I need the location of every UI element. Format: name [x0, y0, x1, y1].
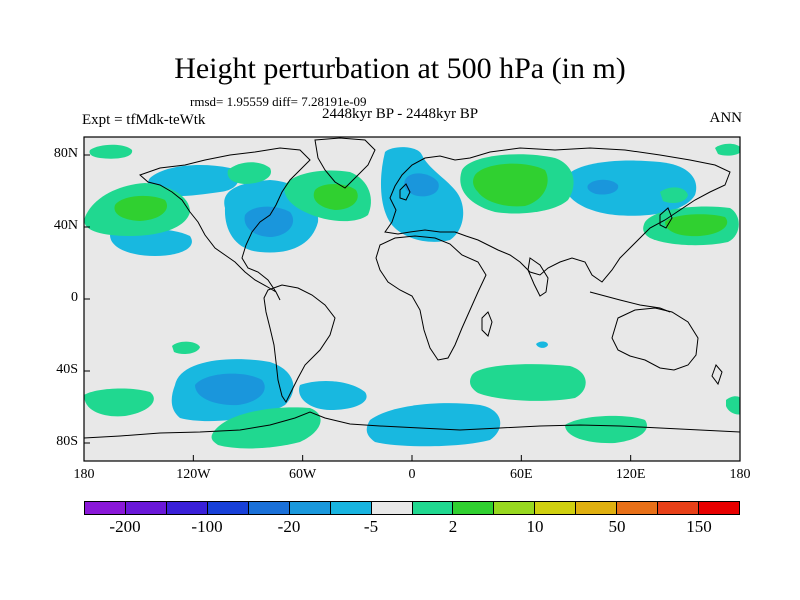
colorbar-label: 10	[526, 517, 544, 536]
anomaly-s-atlantic-pos	[172, 341, 200, 355]
strong-negative-cores	[195, 173, 619, 406]
colorbar-label: -200	[109, 517, 141, 536]
colorbar-box	[289, 502, 331, 514]
colorbar-box	[330, 502, 372, 514]
anomaly-s-pacific-pos	[84, 388, 154, 417]
x-tick-label: 120E	[615, 467, 646, 482]
anomaly-s-indian-east-pos	[565, 415, 647, 444]
core-atlantic	[244, 206, 294, 237]
coastline-new-zealand	[711, 364, 723, 386]
colorbar-box	[576, 502, 618, 514]
y-tick-label: 80S	[56, 434, 78, 449]
colorbar-label: 150	[686, 517, 712, 536]
colorbar-box	[412, 502, 454, 514]
y-tick-label: 40N	[53, 218, 78, 233]
colorbar-box	[166, 502, 208, 514]
coastline-africa	[375, 235, 487, 361]
axis-ticks	[83, 154, 741, 461]
strong-positive-cores	[114, 163, 728, 237]
coastline-japan	[659, 207, 673, 229]
colorbar-box	[699, 502, 739, 514]
colorbar-box	[494, 502, 536, 514]
anomaly-s-indian-pos	[470, 364, 586, 401]
experiment-label: Expt = tfMdk-teWtk	[82, 112, 206, 128]
x-tick-label: 60E	[510, 467, 533, 482]
stats-text: rmsd= 1.95559 diff= 7.28191e-09	[190, 94, 367, 109]
coastline-australia	[611, 307, 699, 371]
coastlines	[84, 137, 740, 439]
anomaly-far-east-pos	[726, 396, 740, 415]
colorbar-box	[617, 502, 659, 514]
colorbar-box	[535, 502, 577, 514]
core-nw-pacific	[114, 195, 168, 221]
coastline-eurasia	[384, 147, 731, 283]
colorbar-box	[207, 502, 249, 514]
anomaly-indian-neg	[536, 341, 548, 348]
anomaly-siberia-neg	[564, 160, 697, 216]
anomaly-fields	[84, 143, 740, 449]
core-japan	[665, 214, 728, 237]
coastline-north-america	[139, 147, 311, 301]
colorbar-label: 50	[608, 517, 626, 536]
colorbar-box	[453, 502, 495, 514]
core-s-pacific	[195, 373, 265, 406]
anomaly-arctic-pos	[89, 144, 133, 159]
anomaly-n-america-pos	[227, 162, 271, 184]
coastline-greenland	[314, 137, 376, 189]
anomaly-s-ocean-pos	[211, 407, 321, 449]
coastline-madagascar	[481, 311, 493, 337]
y-tick-label: 0	[71, 290, 78, 305]
colorbar	[84, 501, 740, 515]
colorbar-label: 2	[448, 517, 458, 536]
coastline-south-america	[263, 284, 336, 403]
colorbar-label: -5	[363, 517, 379, 536]
colorbar-box	[248, 502, 290, 514]
coastline-uk	[399, 183, 411, 201]
colorbar-label: -20	[277, 517, 301, 536]
x-tick-label: 60W	[289, 467, 317, 482]
coastline-india	[527, 257, 549, 297]
coastline-antarctica	[84, 411, 740, 439]
x-tick-label: 0	[408, 467, 416, 482]
x-tick-label: 180	[729, 467, 751, 482]
colorbar-label: -100	[191, 517, 223, 536]
anomaly-s-atlantic-neg	[299, 380, 367, 410]
x-tick-label: 120W	[176, 467, 211, 482]
y-tick-label: 80N	[53, 146, 78, 161]
anomaly-s-ocean-neg	[366, 403, 501, 447]
core-greenland	[313, 184, 358, 210]
plot-title: Height perturbation at 500 hPa (in m)	[174, 52, 626, 85]
x-tick-label: 180	[73, 467, 95, 482]
colorbar-box	[125, 502, 167, 514]
colorbar-box	[371, 502, 413, 514]
season-label: ANN	[709, 110, 743, 126]
colorbar-box	[85, 502, 126, 514]
anomaly-alaska-neg	[147, 165, 239, 197]
anomaly-kamchatka-pos	[660, 187, 688, 203]
y-tick-label: 40S	[56, 362, 78, 377]
colorbar-box	[658, 502, 700, 514]
core-w-siberia	[473, 163, 548, 207]
core-siberia	[587, 179, 619, 195]
anomaly-arctic-east-pos	[715, 143, 740, 156]
core-europe	[404, 173, 439, 197]
coastline-indonesia	[589, 291, 671, 313]
period-label: 2448kyr BP - 2448kyr BP	[322, 106, 479, 122]
